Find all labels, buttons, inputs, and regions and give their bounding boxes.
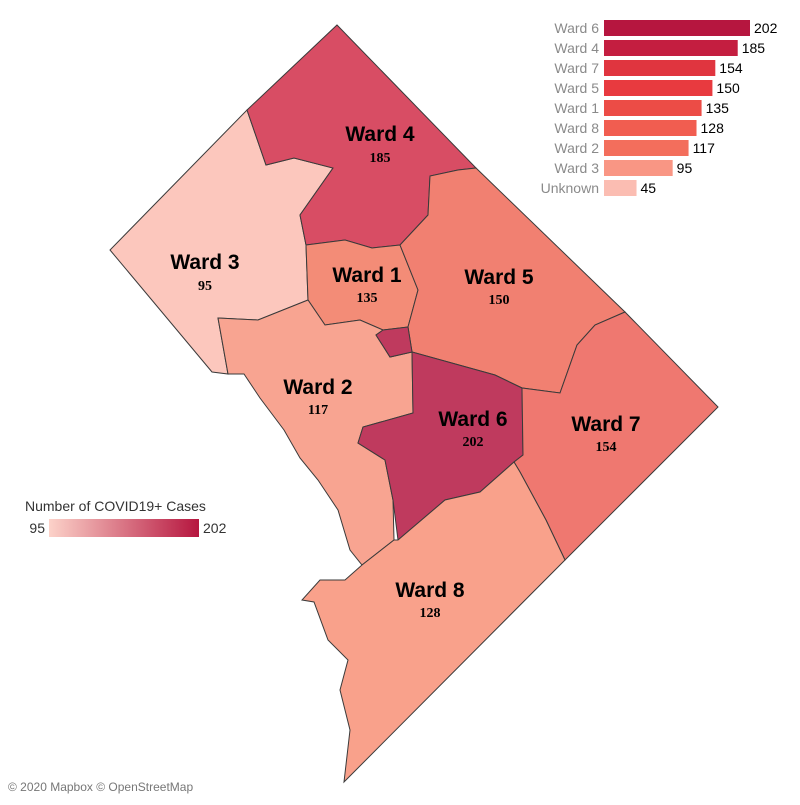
bar-value-ward-4: 185 bbox=[742, 40, 766, 56]
color-legend: Number of COVID19+ Cases 95 202 bbox=[25, 498, 227, 537]
ward-5-name: Ward 5 bbox=[464, 266, 534, 289]
ward-8-cases: 128 bbox=[420, 606, 441, 621]
ward-4-name: Ward 4 bbox=[345, 123, 415, 146]
bar-value-ward-6: 202 bbox=[754, 20, 778, 36]
bar-ward-5[interactable] bbox=[604, 80, 713, 96]
bar-ward-4[interactable] bbox=[604, 40, 738, 56]
legend-min-label: 95 bbox=[29, 520, 45, 536]
cases-bar-chart: Ward 6 202 Ward 4 185 Ward 7 154 Ward 5 150 Ward… bbox=[541, 20, 778, 196]
bar-value-ward-8: 128 bbox=[701, 120, 725, 136]
ward-6-cases: 202 bbox=[463, 435, 484, 450]
bar-label-ward-1: Ward 1 bbox=[554, 100, 599, 116]
ward-2-name: Ward 2 bbox=[283, 376, 352, 399]
map-attribution[interactable]: © 2020 Mapbox © OpenStreetMap bbox=[8, 780, 194, 794]
bar-label-ward-2: Ward 2 bbox=[554, 140, 599, 156]
bar-label-ward-6: Ward 6 bbox=[554, 20, 599, 36]
bar-label-ward-8: Ward 8 bbox=[554, 120, 599, 136]
bar-unknown[interactable] bbox=[604, 180, 637, 196]
bar-ward-2[interactable] bbox=[604, 140, 689, 156]
legend-gradient-bar bbox=[49, 519, 199, 537]
ward-3-cases: 95 bbox=[198, 279, 212, 294]
ward-7-name: Ward 7 bbox=[571, 413, 640, 436]
bar-label-ward-5: Ward 5 bbox=[554, 80, 599, 96]
ward-4-cases: 185 bbox=[370, 151, 391, 166]
ward-1-cases: 135 bbox=[357, 291, 378, 306]
bar-value-ward-5: 150 bbox=[716, 80, 740, 96]
ward-7-region[interactable] bbox=[513, 311, 719, 561]
ward-8-region[interactable] bbox=[301, 461, 566, 784]
bar-ward-8[interactable] bbox=[604, 120, 697, 136]
legend-max-label: 202 bbox=[203, 520, 227, 536]
bar-value-ward-1: 135 bbox=[706, 100, 730, 116]
ward-5-cases: 150 bbox=[489, 293, 510, 308]
bar-label-ward-7: Ward 7 bbox=[554, 60, 599, 76]
bar-label-ward-3: Ward 3 bbox=[554, 160, 599, 176]
ward-3-name: Ward 3 bbox=[170, 251, 239, 274]
bar-ward-3[interactable] bbox=[604, 160, 673, 176]
ward-2-cases: 117 bbox=[308, 403, 328, 418]
bar-ward-6[interactable] bbox=[604, 20, 750, 36]
ward-7-cases: 154 bbox=[596, 440, 617, 455]
ward-8-name: Ward 8 bbox=[395, 579, 465, 602]
bar-label-unknown: Unknown bbox=[541, 180, 599, 196]
wards-layer bbox=[109, 24, 719, 784]
ward-1-name: Ward 1 bbox=[332, 264, 402, 287]
bar-value-ward-2: 117 bbox=[693, 140, 716, 156]
bar-value-ward-3: 95 bbox=[677, 160, 693, 176]
bar-label-ward-4: Ward 4 bbox=[554, 40, 599, 56]
ward-labels: Ward 4 185 Ward 3 95 Ward 1 135 Ward 5 1… bbox=[170, 123, 640, 621]
ward-6-name: Ward 6 bbox=[438, 408, 507, 431]
bar-value-ward-7: 154 bbox=[719, 60, 743, 76]
bar-ward-1[interactable] bbox=[604, 100, 702, 116]
legend-title: Number of COVID19+ Cases bbox=[25, 498, 206, 514]
bar-value-unknown: 45 bbox=[641, 180, 657, 196]
bar-ward-7[interactable] bbox=[604, 60, 716, 76]
